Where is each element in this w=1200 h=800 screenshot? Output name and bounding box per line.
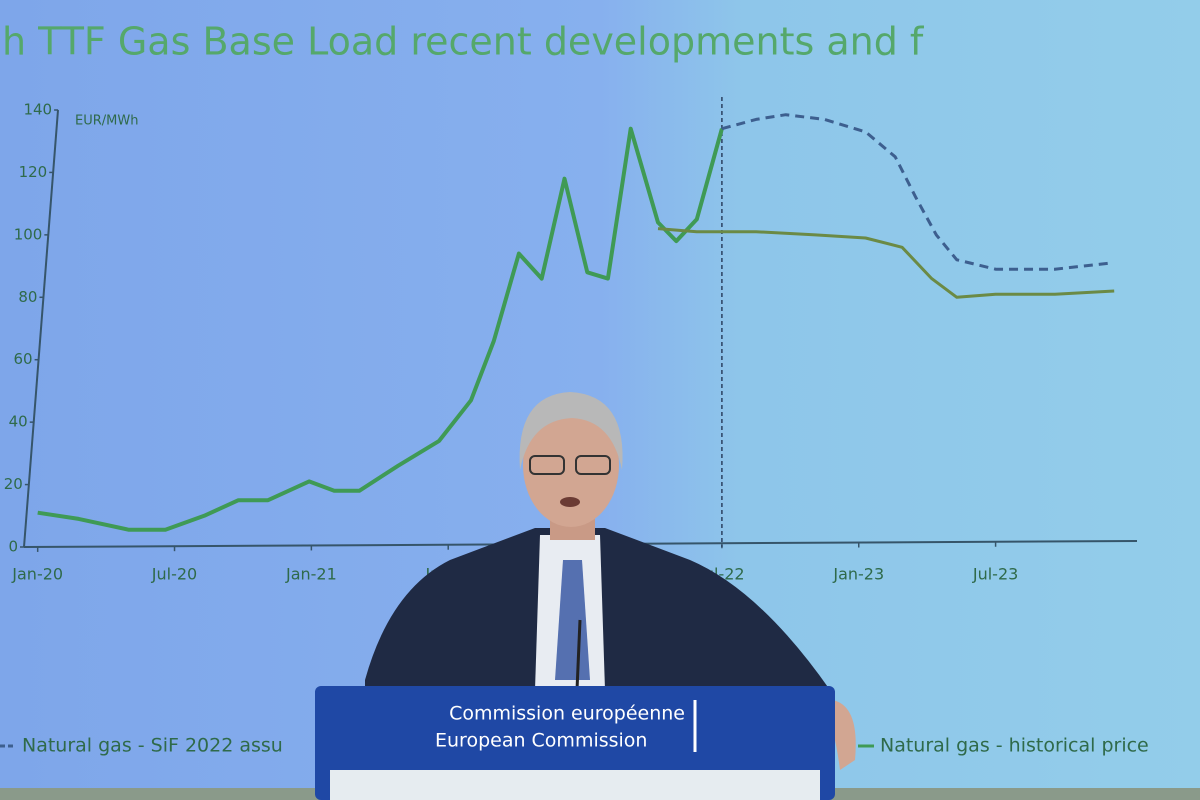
- y-tick-label: 80: [18, 288, 37, 306]
- x-tick-label: Jan-21: [285, 565, 337, 584]
- series-line: [37, 126, 724, 532]
- legend-label: Natural gas - SiF 2022 assu: [22, 735, 283, 757]
- podium: Commission européenne European Commissio…: [315, 686, 835, 800]
- podium-text: Commission européenne: [449, 703, 685, 725]
- microphone: [575, 619, 582, 691]
- y-tick-label: 60: [14, 350, 33, 368]
- y-unit: EUR/MWh: [75, 114, 138, 129]
- chart-title: h TTF Gas Base Load recent developments …: [2, 20, 925, 64]
- speaker: [365, 392, 856, 770]
- face: [523, 403, 619, 527]
- y-tick-label: 0: [8, 538, 18, 556]
- y-tick-label: 40: [9, 413, 28, 431]
- x-tick-label: Jan-23: [832, 565, 884, 584]
- x-tick-label: Jan-20: [11, 565, 63, 584]
- series-line: [657, 227, 1115, 299]
- x-tick-label: Jul-23: [972, 565, 1018, 584]
- hair: [519, 392, 623, 470]
- y-tick-label: 100: [14, 225, 43, 243]
- x-tick-label: Jul-20: [151, 565, 197, 584]
- glasses-left: [529, 455, 565, 475]
- series-line: [721, 113, 1113, 271]
- legend-label: Natural gas - historical price: [880, 735, 1149, 757]
- y-tick-label: 120: [19, 163, 48, 181]
- y-tick-label: 140: [23, 101, 52, 119]
- podium-text: European Commission: [435, 730, 647, 752]
- glasses-right: [575, 455, 611, 475]
- podium-band: [330, 770, 820, 800]
- y-axis: [23, 109, 59, 548]
- y-tick-label: 20: [4, 475, 23, 493]
- tie: [555, 560, 590, 680]
- mouth: [560, 497, 580, 507]
